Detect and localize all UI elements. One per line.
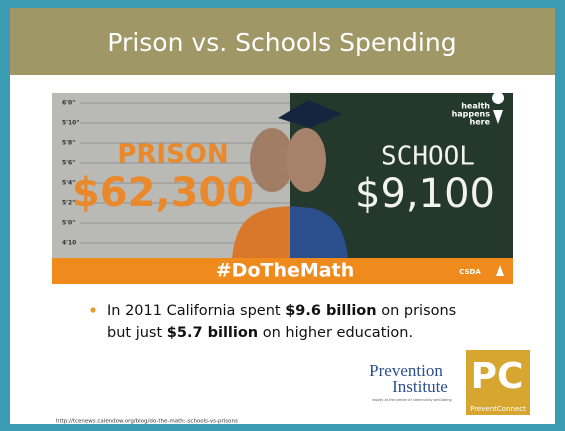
text-run: on higher education. <box>258 325 413 341</box>
height-label: 5'4" <box>62 180 75 187</box>
graduate-face <box>286 128 326 192</box>
slide-title: Prison vs. Schools Spending <box>107 28 456 57</box>
height-label: 5'2" <box>62 200 75 207</box>
bullet-text: In 2011 California spent $9.6 billion on… <box>107 303 456 319</box>
text-run: In 2011 California spent <box>107 303 285 319</box>
hashtag-band <box>52 258 513 284</box>
badge-icon <box>492 92 505 124</box>
pc-logo-bg <box>466 350 530 415</box>
badge-line: here <box>470 118 491 127</box>
text-bold: $5.7 billion <box>167 325 258 341</box>
source-url: http://tcenews.calendow.org/blog/do-the-… <box>56 419 238 425</box>
pc-name: PreventConnect <box>470 405 526 413</box>
bullet-marker <box>90 307 96 313</box>
bullet-text: but just $5.7 billion on higher educatio… <box>107 325 413 341</box>
prison-label: PRISON <box>117 140 228 170</box>
badge-line: health <box>461 102 490 111</box>
logo-text: Institute <box>392 377 448 396</box>
campaign-image: 6'0" 5'10" 5'8" 5'6" 5'4" 5'2" 5'0" 4'10… <box>52 92 513 284</box>
prisoner-face <box>250 128 294 192</box>
graduate-cap <box>278 100 342 128</box>
height-label: 5'10" <box>62 120 80 127</box>
text-run: on prisons <box>377 303 457 319</box>
logo-text: Prevention <box>369 361 443 380</box>
school-label: SCHOOL <box>381 142 475 172</box>
prison-amount: $62,300 <box>72 170 254 216</box>
badge-line: happens <box>452 110 491 119</box>
text-bold: $9.6 billion <box>285 303 376 319</box>
height-label: 4'10 <box>62 240 76 247</box>
logo-tagline: equity at the center of community well-b… <box>372 398 451 402</box>
hashtag: #DoTheMath <box>216 260 354 282</box>
prevention-institute-logo: Prevention Institute equity at the cente… <box>369 361 451 402</box>
header-band <box>10 8 555 75</box>
height-label: 6'0" <box>62 100 75 107</box>
height-label: 5'8" <box>62 140 75 147</box>
height-label: 5'0" <box>62 220 75 227</box>
pc-letters: PC <box>471 356 524 397</box>
graduate-gown <box>290 206 348 258</box>
text-run: but just <box>107 325 167 341</box>
height-label: 5'6" <box>62 160 75 167</box>
prisoner-shirt <box>232 206 290 258</box>
preventconnect-logo: PC PreventConnect <box>466 350 530 415</box>
sponsor-logo: CSDA <box>459 268 481 276</box>
sponsor-icon <box>496 265 504 276</box>
school-amount: $9,100 <box>355 171 495 217</box>
